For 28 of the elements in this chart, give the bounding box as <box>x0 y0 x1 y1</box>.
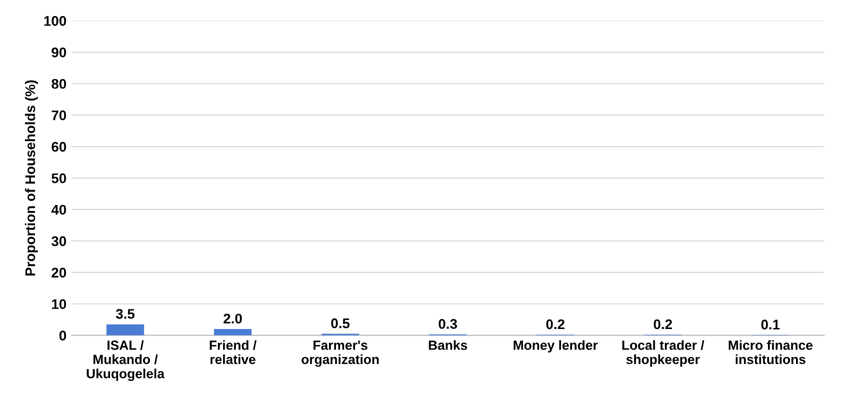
y-tick-label: 70 <box>52 110 66 120</box>
x-tick-label: Money lender <box>514 340 598 352</box>
data-label: 2.0 <box>224 314 242 324</box>
y-axis-title: Proportion of Households (%) <box>24 80 38 276</box>
data-label: 0.3 <box>438 319 457 329</box>
x-tick-label: ISAL / Mukando / Ukuqogelela <box>86 340 165 381</box>
data-label: 3.5 <box>116 308 135 319</box>
y-tick-label: 50 <box>52 173 66 184</box>
data-label: 0.2 <box>546 319 564 330</box>
data-label: 0.2 <box>654 319 672 330</box>
x-tick-label: Banks <box>428 340 468 350</box>
y-tick-label: 60 <box>52 142 66 152</box>
data-label: 0.1 <box>761 320 780 330</box>
y-tick-label: 10 <box>52 299 66 310</box>
data-label: 0.5 <box>331 318 350 328</box>
y-tick-label: 0 <box>59 330 66 341</box>
bar <box>214 329 252 336</box>
y-tick-label: 40 <box>51 204 66 215</box>
bar <box>106 324 144 336</box>
x-tick-label: Micro finance institutions <box>728 340 812 364</box>
x-tick-label: Farmer's organization <box>302 340 379 367</box>
y-tick-label: 90 <box>52 48 66 58</box>
x-tick-label: Local trader / shopkeeper <box>622 340 704 367</box>
y-tick-label: 100 <box>44 16 66 26</box>
x-tick-label: Friend / relative <box>210 340 256 364</box>
y-tick-label: 80 <box>52 78 66 89</box>
y-tick-label: 30 <box>51 236 66 246</box>
y-tick-label: 20 <box>52 268 66 278</box>
